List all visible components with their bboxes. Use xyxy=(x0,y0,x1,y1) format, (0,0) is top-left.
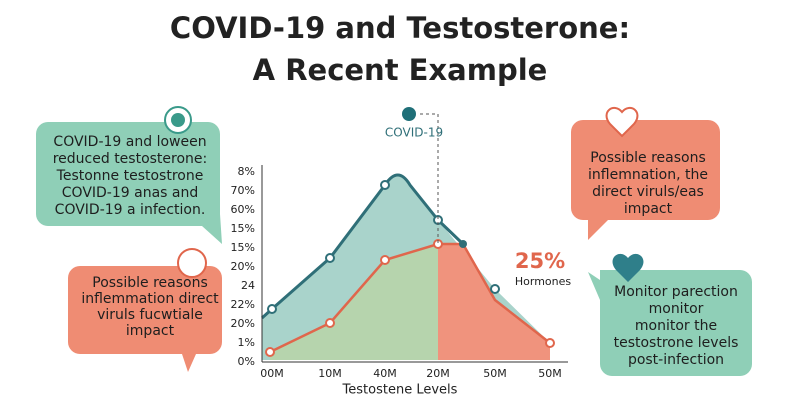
guide-line xyxy=(420,113,439,244)
marker xyxy=(459,240,467,248)
title-line: A Recent Example xyxy=(253,53,548,87)
callout-line: monitor xyxy=(649,301,704,317)
y-tick-label: 8% xyxy=(238,165,255,178)
y-tick-label: 15% xyxy=(231,222,255,235)
y-tick-label: 15% xyxy=(231,241,255,254)
callout-line: Possible reasons xyxy=(590,150,706,166)
y-tick-label: 1% xyxy=(238,336,255,349)
callout-line: inflemmation direct xyxy=(81,291,219,307)
callout-line: post-infection xyxy=(628,352,724,368)
y-tick-label: 22% xyxy=(231,298,255,311)
x-tick-label: 10M xyxy=(318,367,342,380)
virus-icon xyxy=(171,113,185,127)
callout-line: Monitor parection xyxy=(614,284,738,300)
y-tick-label: 60% xyxy=(231,203,255,216)
chart: COVID-19 25% Hormones Testostene Levels … xyxy=(231,107,572,398)
callout-line: impact xyxy=(624,201,673,217)
callout-line: COVID-19 and loween xyxy=(53,134,206,150)
callout-line: impact xyxy=(126,323,175,339)
x-tick-label: 40M xyxy=(373,367,397,380)
x-tick-label: 20M xyxy=(426,367,450,380)
marker xyxy=(402,107,416,121)
tick-labels: 8% 70% 60% 15% 15% 20% 24 22% 20% 1% 0% 00M 10M 40M 20… xyxy=(231,165,562,380)
y-tick-label: 24 xyxy=(241,279,255,292)
callout-line: COVID-19 a infection. xyxy=(55,202,206,218)
heart-icon xyxy=(612,253,644,282)
callout-line: COVID-19 anas and xyxy=(62,185,198,201)
series-label: COVID-19 xyxy=(385,126,443,140)
x-tick-label: 50M xyxy=(538,367,562,380)
y-tick-label: 70% xyxy=(231,184,255,197)
x-tick-label: 50M xyxy=(483,367,507,380)
area-fill xyxy=(438,244,550,360)
callout-line: viruls fucwtiale xyxy=(97,307,203,323)
annotation-label: Hormones xyxy=(515,275,572,288)
callout-bubble xyxy=(571,120,720,240)
title-block: COVID-19 and Testosterone: A Recent Exam… xyxy=(170,11,630,87)
curve xyxy=(260,173,465,320)
callout-bubble xyxy=(68,266,222,372)
y-tick-label: 0% xyxy=(238,355,255,368)
x-tick-label: 00M xyxy=(260,367,284,380)
y-tick-label: 20% xyxy=(231,317,255,330)
y-tick-label: 20% xyxy=(231,260,255,273)
callout-line: reduced testosterone: xyxy=(53,151,208,167)
callout-line: Possible reasons xyxy=(92,275,208,291)
heart-icon xyxy=(605,106,639,138)
x-axis-label: Testostene Levels xyxy=(342,383,458,398)
callout-line: testostrone levels xyxy=(614,335,739,351)
callout-bubble xyxy=(36,122,222,244)
callout-line: inflemnation, the xyxy=(588,167,708,183)
callout-line: direct viruls/eas xyxy=(592,184,704,200)
icon xyxy=(177,248,207,278)
title-line: COVID-19 and Testosterone: xyxy=(170,11,630,45)
callout-bubble xyxy=(588,270,752,376)
annotation-value: 25% xyxy=(515,249,565,273)
callout-line: Testonne testostrone xyxy=(56,168,204,184)
callout-line: monitor the xyxy=(635,318,717,334)
